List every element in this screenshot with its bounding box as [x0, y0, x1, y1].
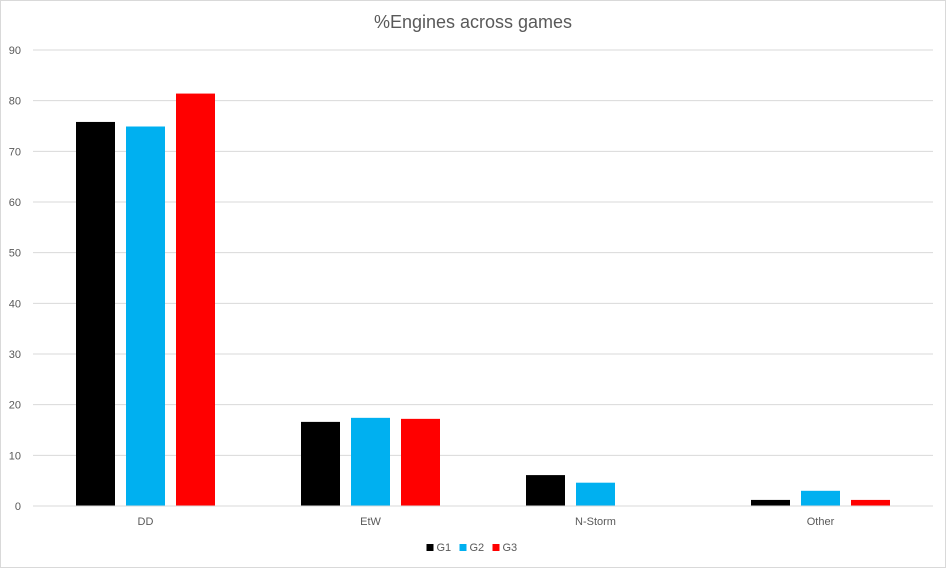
- bar-g1-n-storm: [526, 475, 565, 506]
- y-tick-label: 0: [15, 501, 21, 513]
- bar-g3-etw: [401, 418, 440, 506]
- bar-g3-other: [851, 499, 890, 506]
- x-axis-categories: DD EtW N-Storm Other: [138, 516, 835, 528]
- y-tick-label: 10: [9, 450, 21, 462]
- legend-swatch-g2: [459, 544, 467, 551]
- bar-g1-etw: [301, 421, 340, 506]
- gridlines: [33, 49, 933, 456]
- bar-g2-etw: [351, 417, 390, 506]
- bar-g1-other: [751, 499, 790, 506]
- bars: [76, 93, 890, 507]
- y-tick-label: 60: [9, 197, 21, 209]
- legend-label-g1: G1: [437, 542, 452, 554]
- legend: G1 G2 G3: [426, 542, 518, 554]
- bar-g1-dd: [76, 121, 115, 507]
- y-tick-label: 30: [9, 349, 21, 361]
- legend-label-g2: G2: [470, 542, 485, 554]
- y-tick-label: 70: [9, 146, 21, 158]
- legend-swatch-g1: [426, 544, 434, 551]
- x-category-label: DD: [138, 516, 154, 528]
- bar-g2-dd: [126, 126, 165, 507]
- bar-g2-other: [801, 490, 840, 506]
- y-tick-label: 90: [9, 45, 21, 57]
- legend-label-g3: G3: [503, 542, 518, 554]
- y-tick-label: 20: [9, 400, 21, 412]
- bar-g2-n-storm: [576, 482, 615, 506]
- x-category-label: N-Storm: [575, 516, 616, 528]
- legend-swatch-g3: [492, 544, 500, 551]
- y-tick-label: 40: [9, 298, 21, 310]
- x-category-label: EtW: [360, 516, 381, 528]
- y-axis-ticks: 0 10 20 30 40 50 60 70 80 90: [9, 45, 21, 513]
- chart-title: %Engines across games: [374, 12, 572, 32]
- x-category-label: Other: [807, 516, 835, 528]
- y-tick-label: 50: [9, 248, 21, 260]
- y-tick-label: 80: [9, 96, 21, 108]
- bar-g3-dd: [176, 93, 215, 506]
